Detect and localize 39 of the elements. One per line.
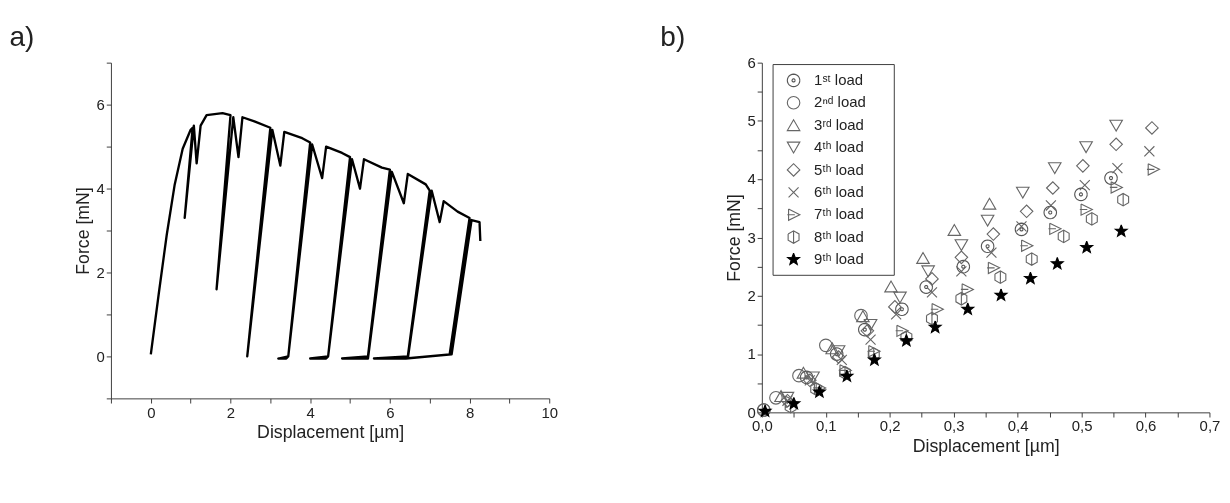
x-tick-label: 0,4 — [1007, 417, 1029, 435]
x-axis-title: Displacement [µm] — [912, 436, 1060, 457]
legend-label: 4ᵗʰ load — [814, 138, 864, 156]
x-axis-title: Displacement [µm] — [257, 422, 405, 443]
legend-label: 2ⁿᵈ load — [814, 93, 866, 111]
x-tick-label: 0,2 — [879, 417, 901, 435]
y-axis-title: Force [mN] — [724, 194, 745, 282]
y-tick-label: 1 — [747, 345, 756, 363]
x-tick-label: 0,1 — [815, 417, 837, 435]
x-tick-label: 2 — [226, 403, 236, 421]
y-tick-label: 2 — [96, 263, 105, 281]
x-tick-label: 10 — [541, 403, 559, 421]
legend-label: 5ᵗʰ load — [814, 160, 864, 178]
legend-label: 8ᵗʰ load — [814, 227, 864, 245]
x-tick-label: 0,0 — [751, 417, 773, 435]
chart-title: a) — [9, 20, 35, 52]
legend-label: 6ᵗʰ load — [814, 182, 864, 200]
y-tick-label: 0 — [96, 347, 105, 365]
y-axis-title: Force [mN] — [73, 187, 94, 275]
y-tick-label: 5 — [747, 112, 756, 130]
x-tick-label: 0,6 — [1135, 417, 1157, 435]
x-tick-label: 4 — [306, 403, 315, 421]
x-tick-label: 6 — [386, 403, 395, 421]
x-tick-label: 0 — [147, 403, 156, 421]
legend-label: 3ʳᵈ load — [814, 115, 864, 133]
legend-label: 9ᵗʰ load — [814, 250, 864, 268]
y-tick-label: 6 — [96, 95, 105, 113]
x-tick-label: 8 — [465, 403, 475, 421]
x-tick-label: 0,7 — [1199, 417, 1221, 435]
y-tick-label: 3 — [747, 228, 756, 246]
x-tick-label: 0,5 — [1071, 417, 1093, 435]
y-tick-label: 6 — [747, 53, 756, 71]
y-tick-label: 4 — [747, 170, 756, 188]
y-tick-label: 2 — [747, 286, 756, 304]
legend-label: 7ᵗʰ load — [814, 205, 864, 223]
legend-label: 1ˢᵗ load — [814, 71, 864, 89]
y-tick-label: 4 — [96, 179, 105, 197]
x-tick-label: 0,3 — [943, 417, 965, 435]
chart-title: b) — [660, 20, 686, 52]
